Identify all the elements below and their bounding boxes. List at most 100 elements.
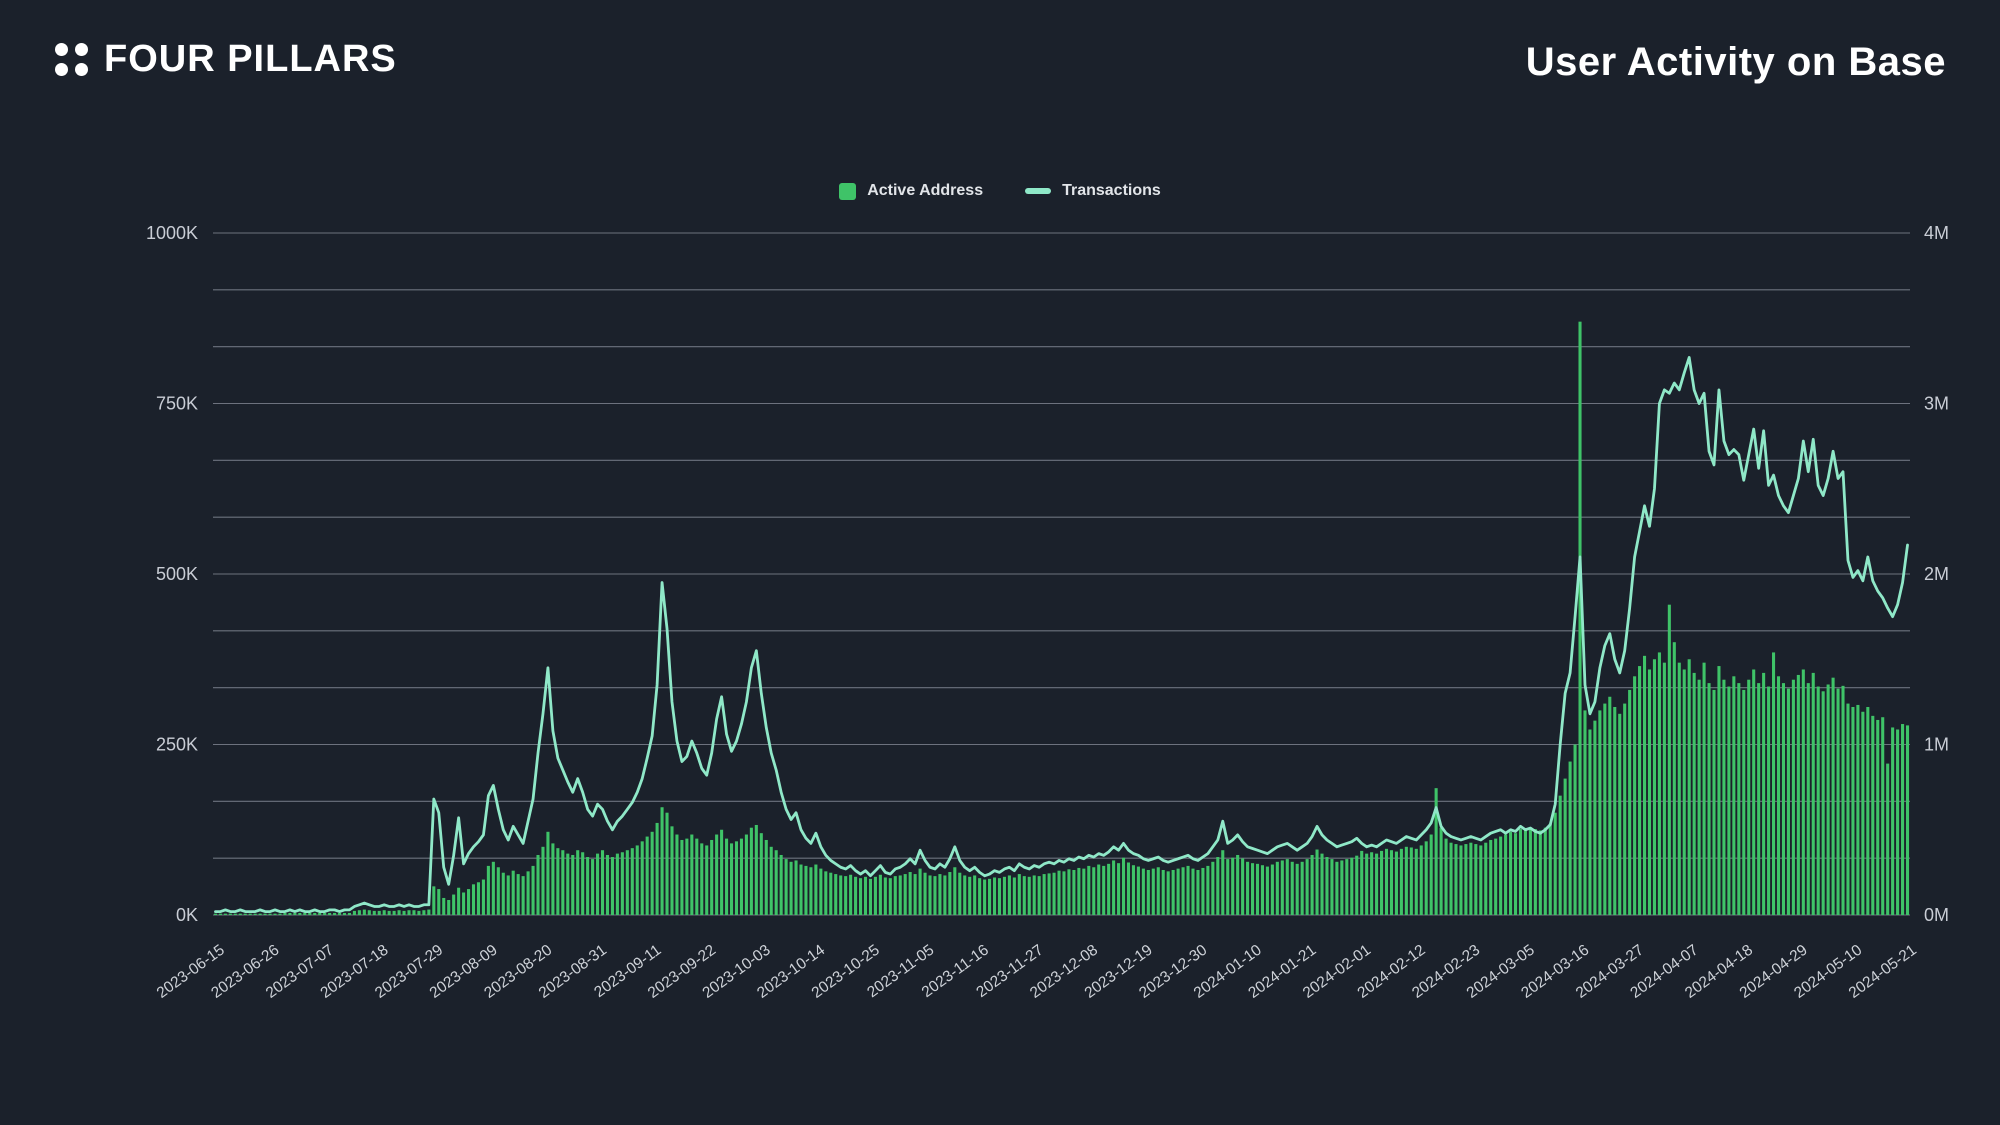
- bar: [1107, 863, 1111, 915]
- bar: [1300, 861, 1304, 915]
- bar: [476, 882, 481, 915]
- bar: [382, 910, 386, 915]
- bar: [1628, 689, 1632, 915]
- bar: [387, 910, 391, 915]
- bar: [1181, 867, 1185, 915]
- bar: [462, 892, 466, 915]
- bar: [1672, 642, 1676, 915]
- left-axis-tick: 750K: [156, 394, 198, 414]
- bar: [690, 834, 694, 915]
- bar: [536, 854, 540, 915]
- bar: [501, 872, 505, 915]
- bar: [471, 884, 476, 915]
- bar: [1370, 852, 1374, 915]
- bar: [1236, 854, 1240, 915]
- bar: [1384, 848, 1389, 915]
- bar: [442, 897, 446, 915]
- bar: [1449, 842, 1453, 915]
- bar: [1042, 874, 1046, 915]
- bar: [809, 867, 813, 915]
- bar: [571, 854, 575, 915]
- bar: [1791, 679, 1795, 915]
- legend-label: Active Address: [867, 182, 984, 199]
- bar: [1241, 858, 1245, 915]
- bar: [1320, 853, 1324, 915]
- bar: [744, 834, 748, 915]
- bar: [1117, 863, 1121, 915]
- bar: [223, 913, 227, 915]
- active-address-bars[interactable]: [213, 321, 1910, 915]
- bar: [1221, 850, 1225, 915]
- bar: [1588, 729, 1592, 915]
- gridlines: [213, 232, 1910, 916]
- bar: [377, 910, 381, 915]
- bar: [1866, 706, 1870, 915]
- bar: [1335, 861, 1339, 915]
- bar: [1573, 744, 1577, 915]
- right-axis-tick: 4M: [1924, 223, 1949, 243]
- bar: [1484, 842, 1488, 915]
- bar: [233, 913, 237, 915]
- bar: [566, 853, 570, 915]
- bar: [1444, 838, 1448, 915]
- legend-item-active-address[interactable]: Active Address: [839, 182, 983, 200]
- bar: [1841, 685, 1845, 915]
- bar: [1613, 706, 1617, 915]
- bar: [868, 878, 873, 915]
- bar: [1280, 860, 1284, 915]
- bar: [323, 912, 327, 915]
- bar: [1285, 859, 1289, 915]
- bar: [1801, 669, 1805, 915]
- bar: [779, 854, 783, 915]
- bar: [1340, 860, 1344, 915]
- bar: [1275, 861, 1279, 915]
- bar: [481, 879, 485, 915]
- bar: [1796, 674, 1800, 915]
- bar: [1077, 867, 1081, 915]
- bar: [1752, 669, 1756, 915]
- bar: [1523, 830, 1527, 915]
- bar: [878, 874, 882, 915]
- bar: [968, 876, 972, 915]
- bar: [1434, 788, 1438, 915]
- bar: [1682, 669, 1686, 915]
- transactions-line[interactable]: [214, 356, 1909, 913]
- bar: [531, 865, 535, 915]
- bar: [1255, 863, 1260, 915]
- bar: [452, 894, 456, 915]
- bar: [313, 912, 317, 915]
- bar: [839, 875, 843, 915]
- bar: [1250, 863, 1255, 915]
- bar: [1246, 861, 1250, 915]
- bar: [337, 912, 342, 915]
- bar: [640, 841, 644, 915]
- bar: [973, 875, 977, 915]
- transactions-swatch-icon: [1025, 188, 1052, 194]
- bar: [298, 912, 302, 915]
- bar: [218, 913, 222, 915]
- bar: [1652, 659, 1656, 915]
- bar: [496, 867, 500, 915]
- bar: [1871, 715, 1875, 915]
- bar: [1608, 696, 1612, 915]
- bar: [1806, 683, 1810, 915]
- bar: [1821, 691, 1825, 915]
- bar: [1553, 812, 1557, 915]
- bar: [546, 831, 550, 915]
- bar: [457, 887, 461, 915]
- bar: [978, 878, 982, 915]
- bar: [1067, 869, 1071, 915]
- bar: [1350, 857, 1354, 915]
- bar: [228, 913, 232, 915]
- bar: [1489, 839, 1493, 915]
- bar: [253, 913, 257, 915]
- bar: [1558, 795, 1562, 915]
- bar: [437, 889, 441, 915]
- bar: [1528, 827, 1532, 915]
- bar: [1469, 842, 1473, 915]
- bar: [600, 850, 605, 915]
- legend-item-transactions[interactable]: Transactions: [1025, 182, 1161, 200]
- bar: [392, 910, 396, 915]
- logo-text: FOUR PILLARS: [104, 38, 397, 80]
